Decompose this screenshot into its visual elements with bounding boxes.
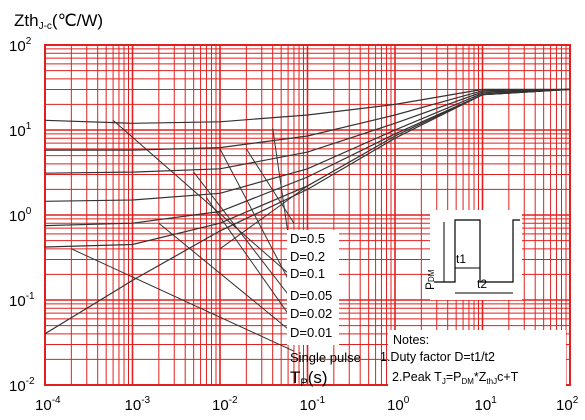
series-line-d-0-5 — [44, 88, 570, 124]
x-tick-label: 10-4 — [35, 395, 61, 414]
diagonal-line — [206, 197, 295, 323]
diagonal-lines — [71, 119, 308, 352]
y-axis-label: ZthJ-c(℃/W) — [14, 11, 103, 32]
x-tick-labels: 10-4 10-3 10-2 10-1 100 101 102 — [35, 395, 579, 414]
notes-title: Notes: — [393, 333, 429, 347]
diagonal-line — [219, 148, 295, 291]
notes-panel — [388, 330, 566, 387]
curve-labels: D=0.5 D=0.2 D=0.1 D=0.05 D=0.02 D=0.01 Single … — [290, 231, 361, 365]
x-axis-label: TP(s) — [290, 368, 328, 389]
diagonal-line — [112, 119, 295, 279]
x-tick-label: 101 — [475, 395, 498, 414]
y-tick-label: 101 — [9, 121, 32, 140]
series-line-d-0-2 — [45, 88, 571, 151]
x-tick-label: 10-3 — [125, 395, 151, 414]
curve-label: D=0.05 — [290, 288, 332, 303]
curve-label: D=0.02 — [290, 306, 332, 321]
diagonal-line — [71, 248, 295, 352]
curves — [44, 88, 571, 335]
series-line-d-0-05 — [44, 88, 571, 202]
y-tick-label: 100 — [9, 206, 32, 225]
inset-pulse-train — [434, 219, 520, 283]
inset-pdm-label: PDM — [423, 269, 437, 290]
pulse-inset: t1 t2 PDM — [423, 210, 522, 300]
y-tick-label: 102 — [9, 36, 32, 55]
curve-label: D=0.2 — [290, 249, 325, 264]
inset-t2-label: t2 — [477, 277, 487, 291]
diagonal-line — [245, 148, 295, 224]
notes-line2: 2.Peak TJ=PDM*ZthJc+T — [392, 370, 519, 386]
x-tick-label: 10-2 — [212, 395, 238, 414]
x-tick-label: 100 — [387, 395, 410, 414]
curve-label-panel — [287, 230, 339, 345]
y-tick-label: 10-1 — [9, 291, 35, 310]
diagonal-line — [219, 185, 308, 250]
x-tick-label: 10-1 — [300, 395, 326, 414]
series-line-d-0-1 — [44, 88, 571, 174]
diagonal-line — [193, 171, 295, 303]
grid — [44, 44, 571, 386]
inset-background — [430, 210, 522, 300]
y-tick-labels: 102 101 100 10-1 10-2 — [9, 36, 35, 395]
curve-label: D=0.1 — [290, 266, 325, 281]
inset-t1-label: t1 — [456, 252, 466, 266]
x-tick-label: 102 — [556, 395, 579, 414]
curve-label: D=0.5 — [290, 231, 325, 246]
series-line-single-pulse — [44, 88, 571, 335]
notes-line1: 1.Duty factor D=t1/t2 — [380, 350, 495, 364]
curve-label: D=0.01 — [290, 325, 332, 340]
curve-label: Single pulse — [290, 350, 361, 365]
plot-frame — [44, 44, 571, 386]
y-tick-label: 10-2 — [9, 376, 35, 395]
diagonal-line — [158, 222, 295, 335]
